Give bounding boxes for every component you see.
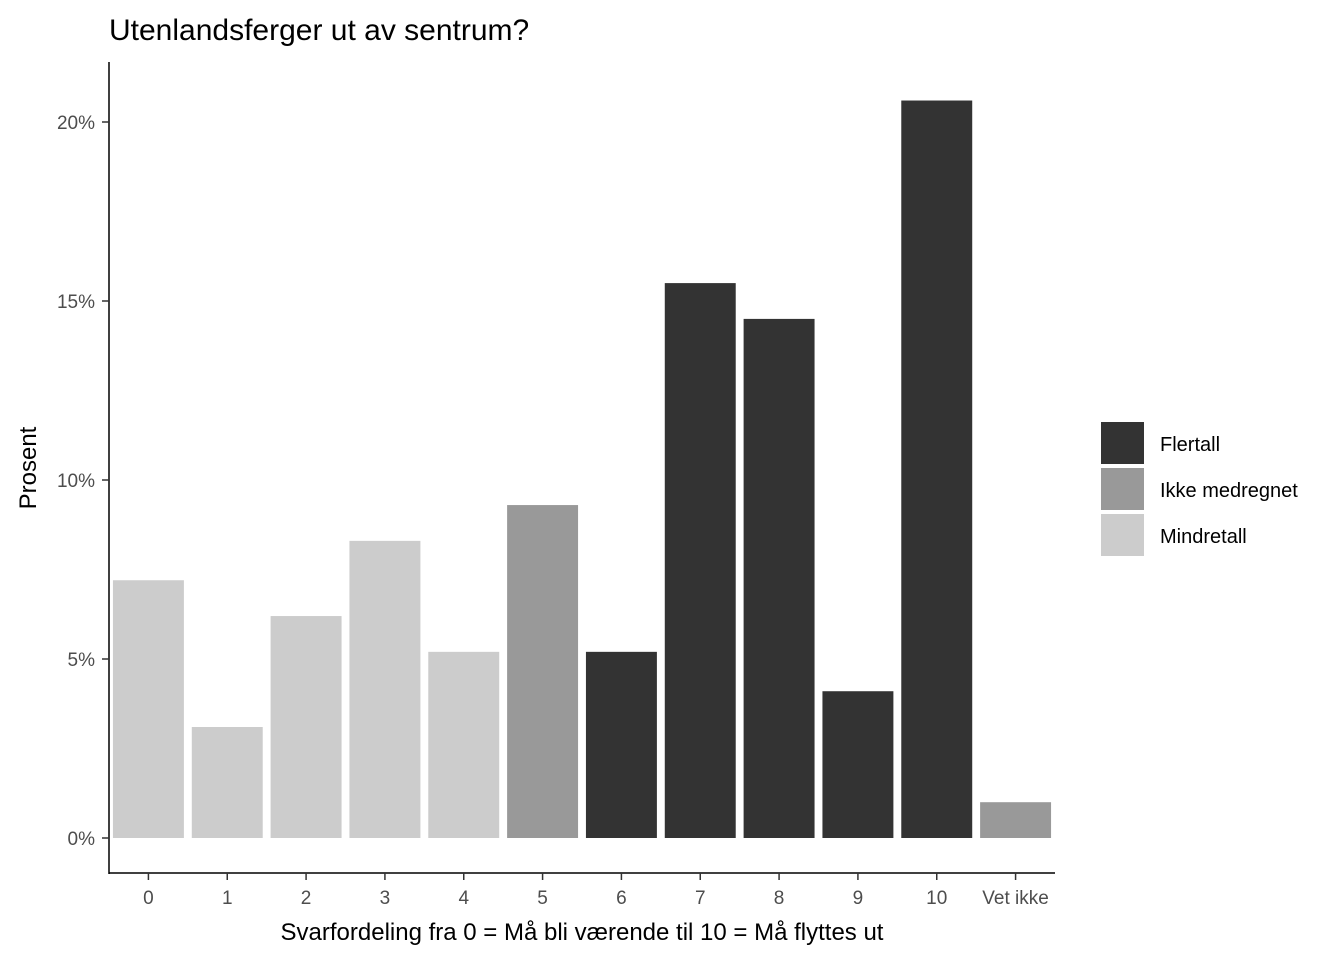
plot-area: 0% 5% 10% 15% 20% 0 1 2 3 4 5 6 7 8 9 10 Vet ikke (57, 62, 1055, 909)
legend: Flertall Ikke medregnet Mindretall (1101, 422, 1298, 556)
y-ticks-group: 0% 5% 10% 15% 20% (57, 113, 109, 850)
x-tick-label: 1 (222, 888, 233, 909)
x-tick-label: 4 (458, 888, 469, 909)
y-tick-label: 10% (57, 471, 95, 492)
bar-2 (270, 616, 342, 838)
bar-5 (507, 505, 579, 838)
x-tick-label: 0 (143, 888, 154, 909)
bar-10 (901, 100, 973, 838)
bar-0 (112, 580, 184, 838)
x-axis-title: Svarfordeling fra 0 = Må bli værende til… (281, 919, 884, 946)
y-axis-title: Prosent (15, 426, 42, 509)
bar-vet-ikke (980, 802, 1052, 838)
bar-8 (743, 318, 815, 838)
x-ticks-group: 0 1 2 3 4 5 6 7 8 9 10 Vet ikke (143, 873, 1049, 909)
legend-swatch (1101, 514, 1144, 556)
legend-label: Ikke medregnet (1160, 480, 1298, 502)
bar-9 (822, 691, 894, 838)
x-tick-label: 2 (301, 888, 312, 909)
bars-group (112, 100, 1052, 839)
x-tick-label: 5 (537, 888, 548, 909)
x-tick-label: Vet ikke (982, 888, 1049, 909)
legend-label: Mindretall (1160, 526, 1247, 548)
x-tick-label: 7 (695, 888, 706, 909)
x-tick-label: 8 (774, 888, 785, 909)
y-tick-label: 15% (57, 292, 95, 313)
x-tick-label: 3 (380, 888, 391, 909)
bar-7 (664, 283, 736, 839)
legend-label: Flertall (1160, 434, 1220, 456)
y-tick-label: 20% (57, 113, 95, 134)
legend-swatch (1101, 422, 1144, 464)
y-tick-label: 0% (68, 829, 96, 850)
x-tick-label: 10 (926, 888, 947, 909)
bar-1 (191, 727, 263, 838)
x-tick-label: 6 (616, 888, 627, 909)
chart-title: Utenlandsferger ut av sentrum? (109, 14, 529, 47)
bar-6 (585, 651, 657, 838)
bar-4 (428, 651, 500, 838)
legend-swatch (1101, 468, 1144, 510)
bar-3 (349, 540, 421, 838)
x-tick-label: 9 (853, 888, 864, 909)
y-tick-label: 5% (68, 650, 96, 671)
